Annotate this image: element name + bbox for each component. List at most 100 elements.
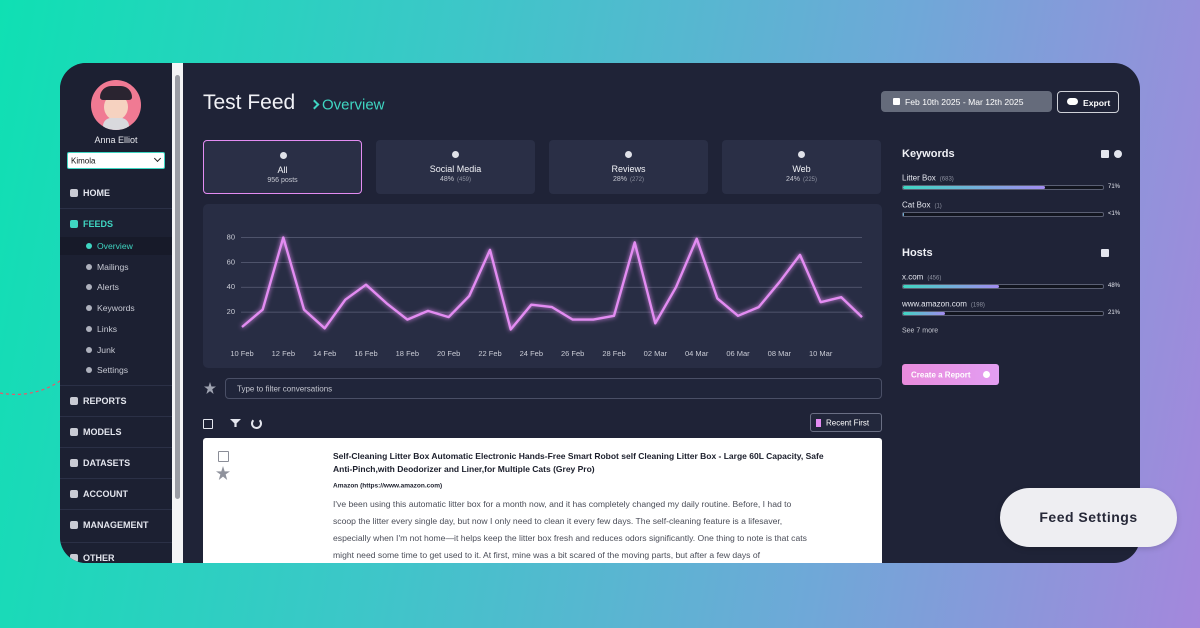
nav-section[interactable]: OTHER (83, 553, 115, 563)
x-tick-label: 06 Mar (726, 349, 750, 358)
section-icon[interactable] (1101, 249, 1109, 257)
tab-icon (452, 151, 459, 158)
section-icon[interactable] (1101, 150, 1109, 158)
nav-item[interactable]: Junk (97, 344, 116, 355)
x-tick-label: 18 Feb (396, 349, 419, 358)
list-count: (683) (939, 176, 954, 183)
tab-label: Reviews (611, 164, 646, 174)
post-source[interactable]: Amazon (https://www.amazon.com) (333, 482, 443, 490)
date-range-button[interactable]: Feb 10th 2025 - Mar 12th 2025 (881, 91, 1052, 112)
list-row-label[interactable]: x.com (456) (902, 272, 942, 282)
share-track (902, 185, 1104, 190)
tab[interactable]: Reviews 28% (272) (549, 140, 708, 194)
user-name: Anna Elliot (94, 135, 138, 145)
section-title: Keywords (902, 148, 955, 160)
nav-sub-icon (86, 284, 92, 291)
calendar-icon (893, 98, 900, 105)
feed-settings-button[interactable]: Feed Settings (1000, 488, 1177, 547)
share-track (902, 311, 1104, 316)
list-row-label[interactable]: Litter Box (683) (902, 173, 954, 183)
nav-sub-icon (86, 305, 92, 312)
nav-section[interactable]: ACCOUNT (83, 489, 128, 499)
x-tick-label: 16 Feb (354, 349, 377, 358)
scroll-thumb[interactable] (175, 75, 180, 499)
x-tick-label: 20 Feb (437, 349, 460, 358)
list-row-label[interactable]: Cat Box (1) (902, 200, 942, 210)
avatar[interactable] (91, 80, 141, 130)
filter-input[interactable]: Type to filter conversations (225, 378, 882, 399)
tab[interactable]: All 956 posts (203, 140, 362, 194)
tab-stat-row: 28% (272) (613, 176, 644, 183)
chart-panel: 20 40 60 80 10 Feb 12 Feb 14 Feb 16 Feb 18 Feb 20… (203, 204, 882, 368)
star-icon[interactable] (204, 382, 216, 394)
nav-divider (60, 509, 172, 510)
breadcrumb-sep (309, 99, 320, 110)
cloud-icon (1067, 98, 1078, 105)
post-body: might need some time to get used to it. … (333, 550, 761, 560)
refresh-icon[interactable] (251, 418, 262, 429)
share-track (902, 212, 1104, 217)
x-tick-label: 10 Mar (809, 349, 833, 358)
tab-count: (225) (803, 177, 818, 183)
sort-label: Recent First (826, 418, 870, 428)
tab-stat-row: 24% (225) (786, 176, 817, 183)
tab-stat-row: 48% (459) (440, 176, 471, 183)
create-report-button[interactable]: Create a Report (902, 364, 999, 385)
section-icon[interactable] (1114, 150, 1122, 158)
post-body: scoop the litter every single day, but n… (333, 516, 783, 526)
list-count: (456) (927, 275, 942, 282)
nav-item[interactable]: Keywords (97, 303, 135, 314)
workspace-select[interactable]: Kimola (67, 152, 165, 169)
nav-section[interactable]: MODELS (83, 427, 122, 437)
nav-sub-icon (86, 346, 92, 353)
y-tick-label: 60 (227, 257, 235, 266)
post-card: Self-Cleaning Litter Box Automatic Elect… (203, 438, 882, 563)
nav-sub-icon (86, 263, 92, 270)
nav-divider (60, 447, 172, 448)
nav-divider (60, 542, 172, 543)
filter-placeholder: Type to filter conversations (237, 384, 333, 394)
post-checkbox[interactable] (218, 451, 229, 462)
workspace-name: Kimola (71, 156, 96, 166)
feed-settings-label: Feed Settings (1039, 509, 1138, 525)
nav-section[interactable]: MANAGEMENT (83, 520, 149, 530)
nav-item[interactable]: Links (97, 323, 118, 334)
nav-section[interactable]: DATASETS (83, 458, 131, 468)
nav-section[interactable]: REPORTS (83, 396, 127, 406)
y-tick-label: 20 (227, 307, 235, 316)
tab[interactable]: Social Media 48% (459) (376, 140, 535, 194)
nav-icon (70, 220, 78, 228)
sort-button[interactable]: Recent First (810, 413, 882, 432)
tab[interactable]: Web 24% (225) (722, 140, 881, 194)
export-button[interactable]: Export (1057, 91, 1119, 113)
x-tick-label: 04 Mar (685, 349, 709, 358)
post-star[interactable] (216, 466, 230, 480)
sort-icon (816, 419, 821, 427)
share-bar (903, 312, 945, 315)
select-all-checkbox[interactable] (203, 419, 213, 429)
list-count: (1) (934, 203, 942, 210)
tab-icon (798, 151, 805, 158)
filter-icon[interactable] (230, 419, 241, 427)
nav-section[interactable]: HOME (83, 188, 110, 198)
x-tick-label: 08 Mar (768, 349, 792, 358)
list-row-label[interactable]: www.amazon.com (198) (902, 299, 985, 309)
nav-item[interactable]: Overview (97, 241, 133, 251)
x-tick-label: 10 Feb (230, 349, 253, 358)
post-title[interactable]: Anti-Pinch,with Deodorizer and Liner,for… (333, 464, 595, 474)
x-tick-label: 14 Feb (313, 349, 336, 358)
see-more[interactable]: See 7 more (902, 327, 939, 335)
nav-item[interactable]: Mailings (97, 261, 129, 272)
post-title[interactable]: Self-Cleaning Litter Box Automatic Elect… (333, 451, 824, 461)
share-label: <1% (1108, 211, 1121, 217)
nav-section[interactable]: FEEDS (83, 219, 114, 229)
scrollbar[interactable] (172, 63, 183, 563)
nav-icon (70, 428, 78, 436)
nav-item[interactable]: Alerts (97, 282, 119, 293)
tab-icon (625, 151, 632, 158)
share-label: 71% (1108, 184, 1121, 190)
nav-sub-icon (86, 243, 92, 249)
nav-item[interactable]: Settings (97, 365, 129, 376)
breadcrumb[interactable]: Overview (322, 96, 385, 114)
x-tick-label: 24 Feb (520, 349, 543, 358)
